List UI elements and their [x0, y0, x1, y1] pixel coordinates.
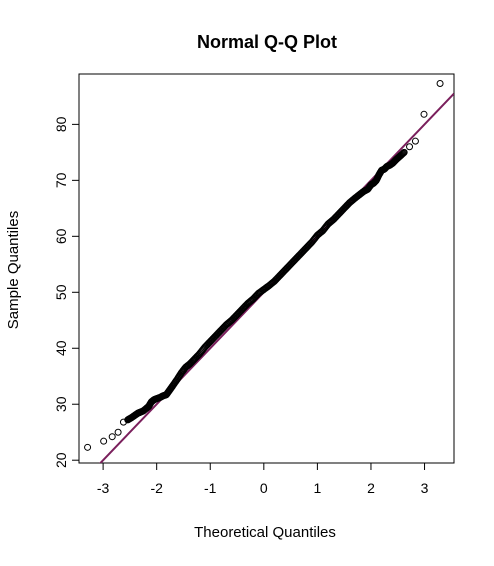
chart-title: Normal Q-Q Plot — [197, 32, 337, 52]
data-point — [332, 213, 340, 221]
x-tick-label: -2 — [150, 480, 163, 496]
y-tick-label: 60 — [53, 228, 69, 244]
data-point — [273, 274, 281, 282]
x-axis: -3 -2 -1 0 1 2 3 — [97, 462, 429, 496]
data-point — [279, 269, 287, 277]
data-point — [284, 263, 292, 271]
data-point — [204, 340, 212, 348]
data-point — [406, 143, 414, 151]
y-tick-label: 50 — [53, 284, 69, 300]
data-point — [397, 151, 405, 159]
data-point — [289, 258, 297, 266]
data-point — [338, 207, 345, 215]
x-tick-label: -3 — [97, 480, 110, 496]
y-axis: 20 30 40 50 60 70 80 — [53, 116, 80, 468]
x-axis-label: Theoretical Quantiles — [194, 524, 336, 541]
data-point — [214, 329, 222, 337]
data-point — [236, 308, 244, 316]
points-group — [84, 80, 444, 451]
data-point — [436, 80, 444, 88]
y-tick-label: 80 — [53, 116, 69, 132]
y-axis-label: Sample Quantiles — [5, 211, 22, 329]
x-tick-label: -1 — [204, 480, 217, 496]
data-point — [230, 313, 238, 321]
x-tick-label: 3 — [421, 480, 429, 496]
x-tick-label: 2 — [367, 480, 375, 496]
data-point — [241, 302, 249, 310]
data-point — [300, 246, 308, 254]
data-point — [209, 335, 217, 343]
data-point — [411, 137, 419, 145]
y-tick-label: 20 — [53, 452, 69, 468]
data-point — [108, 433, 116, 441]
data-point — [295, 252, 303, 260]
data-point — [398, 150, 406, 158]
data-point — [311, 235, 319, 243]
y-tick-label: 70 — [53, 172, 69, 188]
data-point — [198, 346, 206, 354]
data-point — [193, 353, 201, 361]
data-point — [343, 202, 351, 210]
data-point — [220, 324, 228, 332]
data-point — [187, 358, 195, 366]
data-point — [399, 150, 407, 158]
plot-frame — [78, 73, 455, 464]
data-point — [84, 443, 92, 451]
data-point — [420, 110, 428, 118]
data-point — [321, 223, 329, 231]
x-tick-label: 1 — [313, 480, 321, 496]
x-tick-label: 0 — [260, 480, 268, 496]
data-point — [399, 149, 407, 157]
data-point — [114, 428, 122, 436]
y-tick-label: 40 — [53, 340, 69, 356]
data-point — [305, 241, 313, 249]
y-tick-label: 30 — [53, 396, 69, 412]
data-point — [100, 437, 108, 445]
